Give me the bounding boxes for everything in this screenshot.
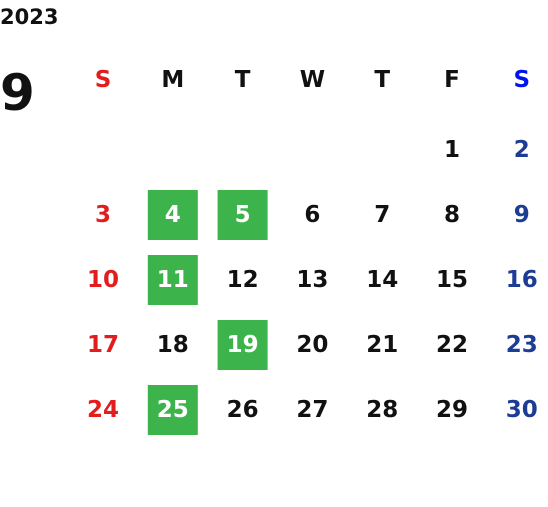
day-number: 23: [506, 332, 538, 358]
day-number: 22: [436, 332, 468, 358]
day-number: 26: [227, 397, 259, 423]
day-number: 10: [87, 267, 119, 293]
day-number: 19: [227, 332, 259, 358]
day-number: 16: [506, 267, 538, 293]
day-number: 4: [165, 202, 181, 228]
day-number: 17: [87, 332, 119, 358]
day-number: 25: [157, 397, 189, 423]
month: 9: [0, 64, 35, 122]
highlight-box: [147, 190, 198, 240]
day-number: 8: [444, 202, 460, 228]
day-number: 12: [227, 267, 259, 293]
day-number: 5: [235, 202, 251, 228]
weekday-label: M: [161, 67, 184, 93]
day-number: 18: [157, 332, 189, 358]
day-number: 6: [304, 202, 320, 228]
highlight-box: [217, 190, 268, 240]
day-number: 7: [374, 202, 390, 228]
day-number: 3: [95, 202, 111, 228]
day-number: 9: [514, 202, 530, 228]
weekday-label: T: [374, 67, 390, 93]
highlight-box: [147, 385, 198, 435]
day-number: 27: [296, 397, 328, 423]
day-number: 11: [157, 267, 189, 293]
weekday-label: S: [95, 67, 112, 93]
highlight-box: [217, 320, 268, 370]
highlight-box: [147, 255, 198, 305]
weekday-label: W: [300, 67, 325, 93]
day-number: 14: [366, 267, 398, 293]
day-number: 1: [444, 137, 460, 163]
weekday-label: F: [444, 67, 460, 93]
year: 2023: [0, 5, 58, 29]
day-number: 24: [87, 397, 119, 423]
day-number: 20: [296, 332, 328, 358]
weekday-label: T: [235, 67, 251, 93]
weekday-label: S: [514, 67, 531, 93]
day-number: 13: [296, 267, 328, 293]
day-number: 21: [366, 332, 398, 358]
day-number: 15: [436, 267, 468, 293]
day-number: 30: [506, 397, 538, 423]
day-number: 28: [366, 397, 398, 423]
day-number: 29: [436, 397, 468, 423]
day-number: 2: [514, 137, 530, 163]
